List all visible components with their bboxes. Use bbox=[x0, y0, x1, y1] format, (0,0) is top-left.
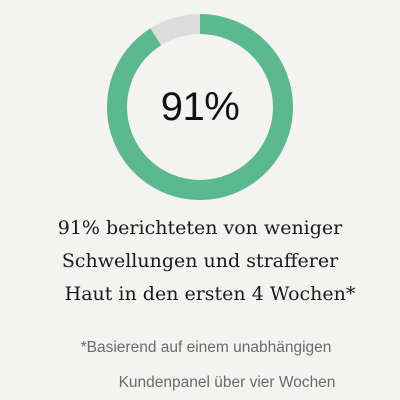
footnote-line: *Basierend auf einem unabhängigen bbox=[80, 339, 332, 356]
footnote-line: Kundenpanel über vier Wochen bbox=[118, 374, 336, 391]
claim-line: 91% berichteten von weniger bbox=[57, 217, 343, 239]
claim-line: Haut in den ersten 4 Wochen* bbox=[64, 283, 356, 305]
claim-text: 91% berichteten von weniger Schwellungen… bbox=[0, 212, 400, 311]
progress-ring-graphic bbox=[107, 14, 293, 200]
progress-ring: 91% bbox=[105, 12, 295, 202]
progress-ring-fill bbox=[107, 14, 293, 200]
footnote: *Basierend auf einem unabhängigen Kunden… bbox=[0, 330, 400, 400]
percent-label: 91% bbox=[160, 84, 240, 129]
claim-line: Schwellungen und strafferer bbox=[61, 250, 339, 272]
